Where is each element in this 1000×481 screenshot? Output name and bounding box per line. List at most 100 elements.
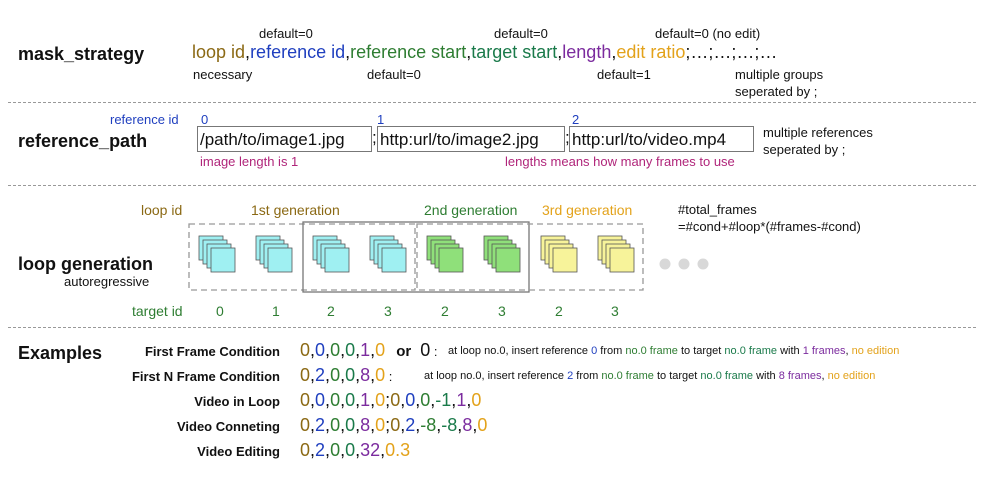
reference-path-1: http:url/to/image2.jpg — [380, 130, 539, 149]
value-token: 0 — [315, 340, 326, 360]
reference-path-0: /path/to/image1.jpg — [200, 130, 345, 149]
reference-note-line1: multiple references — [763, 125, 873, 140]
reference-path-box-2: http:url/to/video.mp4 — [569, 126, 754, 152]
separator-3 — [8, 327, 976, 328]
frame-stack-3 — [369, 235, 407, 273]
image-length-note: image length is 1 — [200, 154, 299, 169]
ellipsis-dot-2 — [678, 258, 690, 270]
target-id-3: 3 — [384, 303, 392, 319]
value-token: 0 — [315, 390, 326, 410]
generation-2-box — [302, 221, 530, 293]
value-token: 0 — [390, 415, 401, 435]
example-label-4: Video Editing — [197, 444, 280, 459]
value-token: 0.3 — [385, 440, 411, 460]
formula-line2: =#cond+#loop*(#frames-#cond) — [678, 219, 861, 234]
example-value-4: 0,2,0,0,32,0.3 — [300, 440, 411, 460]
desc-fragment: at loop no.0, insert reference — [448, 345, 592, 357]
value-token: 0 — [330, 390, 341, 410]
field-edit-ratio: edit ratio — [616, 42, 686, 62]
reference-id-1: 1 — [377, 112, 385, 127]
target-id-5: 3 — [498, 303, 506, 319]
loop-generation-diagram — [188, 221, 709, 293]
default-length: default=1 — [597, 67, 651, 82]
value-token: 2 — [405, 415, 416, 435]
value-token: 2 — [315, 440, 326, 460]
target-id-0: 0 — [216, 303, 224, 319]
value-token: 0 — [375, 415, 386, 435]
generation-1-label: 1st generation — [251, 202, 340, 218]
value-token: 2 — [315, 365, 326, 385]
desc-fragment: with — [753, 370, 779, 382]
frame — [609, 247, 635, 273]
example-value-2: 0,0,0,0,1,0;0,0,0,-1,1,0 — [300, 390, 482, 410]
desc-fragment: 2 — [567, 370, 574, 382]
value-token: -1 — [435, 390, 452, 410]
separator-1 — [8, 102, 976, 103]
desc-fragment: no.0 frame — [601, 370, 654, 382]
desc-fragment: 0 — [591, 345, 598, 357]
frame — [381, 247, 407, 273]
value-token: 0 — [330, 440, 341, 460]
desc-fragment: 1 frames — [802, 345, 846, 357]
default-reference-start: default=0 — [494, 26, 548, 41]
examples-title: Examples — [18, 343, 103, 363]
value-token: 0 — [477, 415, 488, 435]
mask-note-line1: multiple groups — [735, 67, 824, 82]
value-token: 0 — [345, 440, 356, 460]
value-token: 0 — [471, 390, 482, 410]
default-loop-id: default=0 — [259, 26, 313, 41]
value-token: 32 — [360, 440, 381, 460]
value-token: 0 — [300, 365, 311, 385]
mask-strategy-title: mask_strategy — [18, 44, 145, 64]
reference-id-label: reference id — [110, 112, 179, 127]
desc-fragment: from — [597, 345, 626, 357]
default-edit-ratio: default=0 (no edit) — [655, 26, 761, 41]
desc-fragment: to target — [677, 345, 725, 357]
value-token: 0 — [330, 365, 341, 385]
value-token: 0 — [330, 340, 341, 360]
frame-stack-7 — [597, 235, 635, 273]
value-token: 1 — [456, 390, 467, 410]
frame — [267, 247, 293, 273]
desc-fragment: no.0 frame — [700, 370, 754, 382]
value-token: 0 — [300, 440, 311, 460]
ellipsis-dot-1 — [659, 258, 671, 270]
value-token: 1 — [360, 340, 371, 360]
value-token: -8 — [420, 415, 437, 435]
frame-stack-1 — [255, 235, 293, 273]
reference-id-0: 0 — [201, 112, 209, 127]
desc-fragment: no.0 frame — [625, 345, 678, 357]
desc-fragment: no.0 frame — [724, 345, 778, 357]
value-token: 8 — [360, 365, 371, 385]
value-token: 1 — [360, 390, 371, 410]
example-value-0: 0,0,0,0,1,0 or 0 : — [300, 340, 438, 360]
path-sep-1: ; — [372, 128, 377, 147]
value-token: 0 — [345, 365, 356, 385]
default-reference-id: default=0 — [367, 67, 421, 82]
value-token: 0 — [375, 365, 386, 385]
reference-path-box-0: /path/to/image1.jpg — [197, 126, 372, 152]
desc-fragment: to target — [653, 370, 701, 382]
example-value-1: 0,2,0,0,8,0 : — [300, 365, 393, 385]
desc-fragment: , — [845, 345, 852, 357]
example-label-1: First N Frame Condition — [131, 369, 280, 384]
path-sep-2: ; — [565, 128, 570, 147]
frame-stack-5 — [483, 235, 521, 273]
value-token: 0 — [390, 390, 401, 410]
desc-fragment: with — [777, 345, 803, 357]
desc-fragment: 8 frames — [778, 370, 822, 382]
separator-2 — [8, 185, 976, 186]
ellipsis-dot-3 — [697, 258, 709, 270]
frame — [495, 247, 521, 273]
frame — [438, 247, 464, 273]
target-id-1: 1 — [272, 303, 280, 319]
frame-stack-6 — [540, 235, 578, 273]
field-target-start: target start — [471, 42, 558, 62]
example-desc-1: at loop no.0, insert reference 2 from no… — [424, 370, 875, 382]
value-token: 0 — [405, 390, 416, 410]
value-token: 0 — [345, 415, 356, 435]
mask-note-line2: seperated by ; — [735, 84, 818, 99]
value-token: 0 — [330, 415, 341, 435]
value-token: 0 — [375, 390, 386, 410]
generation-3-label: 3rd generation — [542, 202, 633, 218]
